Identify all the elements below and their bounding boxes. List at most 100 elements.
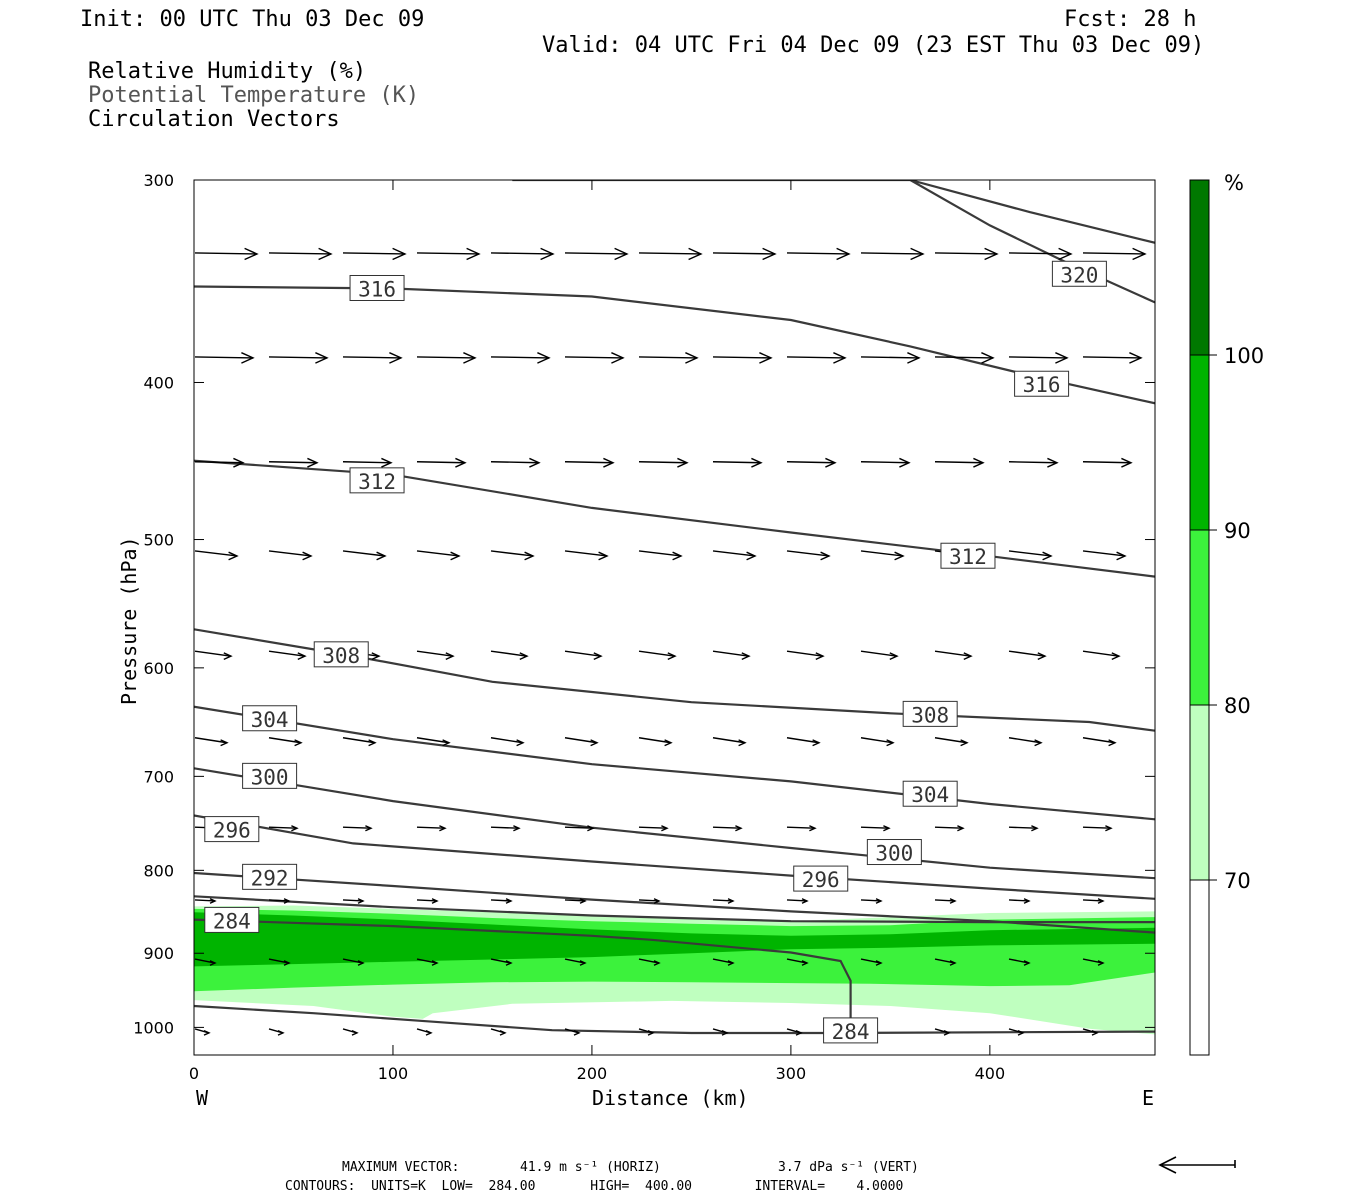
vector-shaft bbox=[1008, 737, 1042, 744]
vector-1-6 bbox=[638, 352, 699, 364]
vector-head bbox=[721, 1030, 729, 1036]
theta-contour-320-1 bbox=[909, 180, 1155, 304]
theta-label-text: 308 bbox=[322, 644, 360, 668]
vector-head bbox=[587, 825, 595, 832]
theta-contour-316-2 bbox=[194, 285, 1155, 405]
vector-head bbox=[209, 960, 217, 966]
vector-head bbox=[505, 960, 513, 966]
vector-0-1 bbox=[268, 247, 333, 261]
vector-shaft bbox=[1082, 356, 1142, 359]
vector-2-12 bbox=[1082, 457, 1133, 468]
theta-label-308-6: 308 bbox=[313, 641, 369, 668]
vector-shaft bbox=[564, 826, 594, 829]
vector-head bbox=[513, 825, 521, 832]
vector-9-1 bbox=[268, 1028, 285, 1036]
vector-shaft bbox=[860, 650, 898, 657]
vector-2-6 bbox=[638, 457, 689, 468]
vector-7-4 bbox=[490, 898, 513, 904]
theta-label-box bbox=[242, 762, 298, 789]
vector-head bbox=[291, 825, 299, 832]
theta-label-296-12: 296 bbox=[204, 816, 260, 843]
vector-8-5 bbox=[564, 958, 587, 966]
theta-label-text: 312 bbox=[358, 470, 396, 494]
vector-6-4 bbox=[490, 825, 521, 832]
vector-head bbox=[439, 825, 447, 832]
vector-head bbox=[307, 457, 319, 468]
vector-head bbox=[820, 551, 831, 561]
theta-label-312-5: 312 bbox=[940, 542, 996, 569]
vector-9-4 bbox=[490, 1028, 507, 1036]
y-axis: 300 400 500 600 700 800 900 1000 bbox=[133, 171, 1155, 1037]
vector-shaft bbox=[342, 356, 402, 359]
vector-shaft bbox=[268, 461, 318, 464]
vector-1-4 bbox=[490, 352, 551, 364]
vector-head bbox=[910, 247, 925, 261]
vector-shaft bbox=[786, 650, 824, 657]
vector-head bbox=[815, 652, 825, 661]
vector-9-3 bbox=[416, 1028, 433, 1036]
theta-label-304-9: 304 bbox=[902, 780, 958, 807]
theta-label-304-8: 304 bbox=[242, 705, 298, 732]
vector-head bbox=[351, 1030, 359, 1036]
vector-head bbox=[223, 652, 233, 661]
west-label: W bbox=[196, 1086, 209, 1110]
theta-label-316-3: 316 bbox=[1014, 370, 1070, 397]
theta-label-box bbox=[1014, 370, 1070, 397]
vector-head bbox=[981, 352, 995, 364]
vector-head bbox=[220, 739, 229, 747]
vector-9-2 bbox=[342, 1028, 359, 1036]
vector-shaft bbox=[860, 252, 924, 255]
theta-label-box bbox=[902, 700, 958, 727]
theta-label-284-16: 284 bbox=[204, 906, 260, 933]
vector-head bbox=[603, 457, 615, 468]
vector-head bbox=[825, 457, 837, 468]
vector-head bbox=[677, 457, 689, 468]
vector-head bbox=[505, 898, 513, 904]
theta-label-text: 300 bbox=[875, 842, 913, 866]
vector-shaft bbox=[934, 958, 956, 964]
theta-label-box bbox=[349, 274, 405, 301]
vector-shaft bbox=[342, 461, 392, 464]
vector-7-10 bbox=[934, 898, 957, 904]
vector-shaft bbox=[934, 252, 998, 255]
vector-shaft bbox=[860, 550, 904, 557]
vector-7-8 bbox=[786, 898, 809, 904]
vector-4-9 bbox=[860, 650, 899, 661]
vector-1-7 bbox=[712, 352, 773, 364]
vector-6-1 bbox=[268, 825, 299, 832]
vector-3-9 bbox=[860, 550, 905, 561]
vector-0-11 bbox=[1008, 247, 1073, 261]
vector-3-11 bbox=[1008, 550, 1053, 561]
y-tick-label: 800 bbox=[143, 861, 174, 880]
vector-2-3 bbox=[416, 457, 467, 468]
vector-4-12 bbox=[1082, 650, 1121, 661]
vector-shaft bbox=[490, 899, 512, 902]
vector-6-7 bbox=[712, 825, 743, 832]
vector-shaft bbox=[416, 958, 438, 964]
vector-head bbox=[302, 551, 313, 561]
vector-3-6 bbox=[638, 550, 683, 561]
vector-3-0 bbox=[194, 550, 239, 561]
vector-1-2 bbox=[342, 352, 403, 364]
vector-6-8 bbox=[786, 825, 817, 832]
vector-head bbox=[1058, 247, 1073, 261]
vector-shaft bbox=[1082, 550, 1126, 557]
y-axis-label: Pressure (hPa) bbox=[117, 536, 141, 705]
vector-head bbox=[762, 247, 777, 261]
vector-head bbox=[579, 960, 587, 966]
vector-4-6 bbox=[638, 650, 677, 661]
vector-shaft bbox=[342, 550, 386, 557]
vector-head bbox=[741, 652, 751, 661]
colorbar-segment-0 bbox=[1190, 880, 1209, 1055]
vector-4-4 bbox=[490, 650, 529, 661]
vector-shaft bbox=[194, 899, 216, 902]
vector-shaft bbox=[638, 826, 668, 829]
vector-head bbox=[899, 457, 911, 468]
vector-6-9 bbox=[860, 825, 891, 832]
vector-head bbox=[519, 652, 529, 661]
vector-shaft bbox=[342, 958, 364, 964]
theta-label-text: 304 bbox=[251, 708, 289, 732]
vector-head bbox=[277, 1030, 285, 1036]
colorbar-label-70: 70 bbox=[1224, 869, 1251, 893]
vector-head bbox=[949, 898, 957, 904]
